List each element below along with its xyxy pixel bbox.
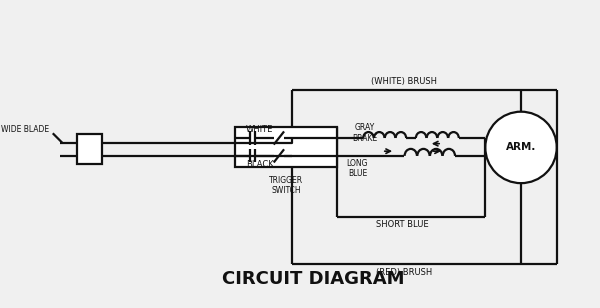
Text: WHITE: WHITE	[246, 125, 274, 134]
Text: GRAY
BRAKE: GRAY BRAKE	[352, 123, 377, 143]
Text: LONG
BLUE: LONG BLUE	[347, 159, 368, 178]
Bar	[77, 134, 101, 164]
Text: BLACK: BLACK	[246, 160, 274, 169]
Text: ARM.: ARM.	[506, 142, 536, 152]
Text: CIRCUIT DIAGRAM: CIRCUIT DIAGRAM	[222, 270, 404, 289]
Circle shape	[485, 112, 557, 183]
Text: (RED) BRUSH: (RED) BRUSH	[376, 268, 433, 277]
Bar	[235, 127, 337, 167]
Text: (WHITE) BRUSH: (WHITE) BRUSH	[371, 77, 437, 86]
Text: TRIGGER
SWITCH: TRIGGER SWITCH	[269, 176, 303, 195]
Text: WIDE BLADE: WIDE BLADE	[1, 125, 49, 134]
Text: SHORT BLUE: SHORT BLUE	[376, 220, 429, 229]
